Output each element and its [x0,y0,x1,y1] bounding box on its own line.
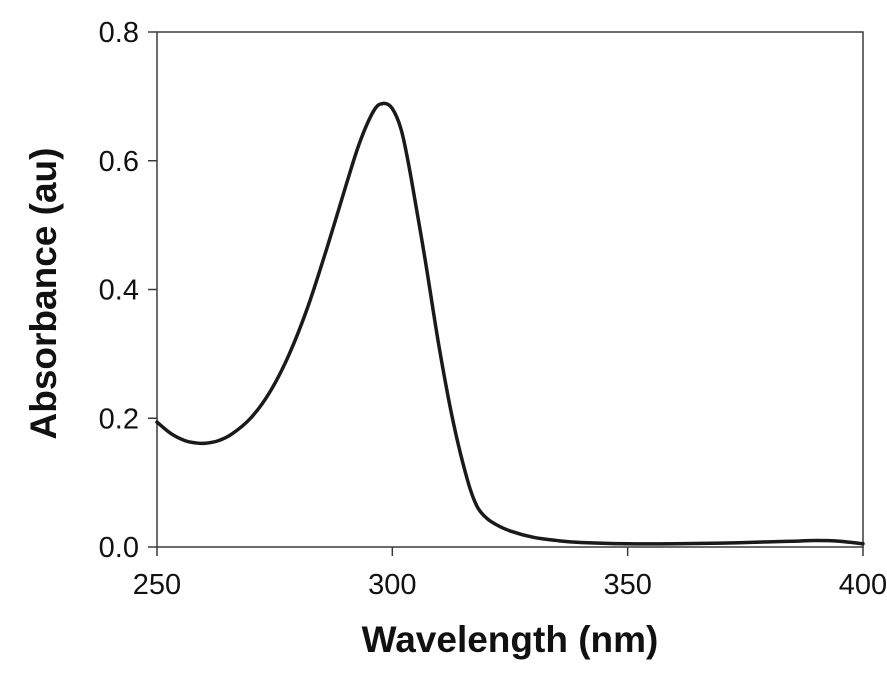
y-tick-label-1: 0.2 [99,403,139,435]
plot-frame [156,31,864,548]
y-tick-label-0: 0.0 [99,532,139,564]
y-tick-label-2: 0.4 [99,275,139,307]
y-tick-label-4: 0.8 [99,17,139,49]
series-line-0 [155,101,865,546]
y-axis-title: Absorbance (au) [23,148,64,440]
x-axis-title: Wavelength (nm) [362,619,659,660]
x-tick-label-2: 350 [603,569,651,601]
x-tick-label-3: 400 [839,569,887,601]
axes [148,31,864,556]
y-tick-label-3: 0.6 [99,146,139,178]
x-tick-label-0: 250 [133,569,181,601]
x-tick-label-1: 300 [368,569,416,601]
series-layer [155,101,865,546]
tick-labels: 0.0 0.2 0.4 0.6 0.8 250 300 350 400 [99,17,887,601]
